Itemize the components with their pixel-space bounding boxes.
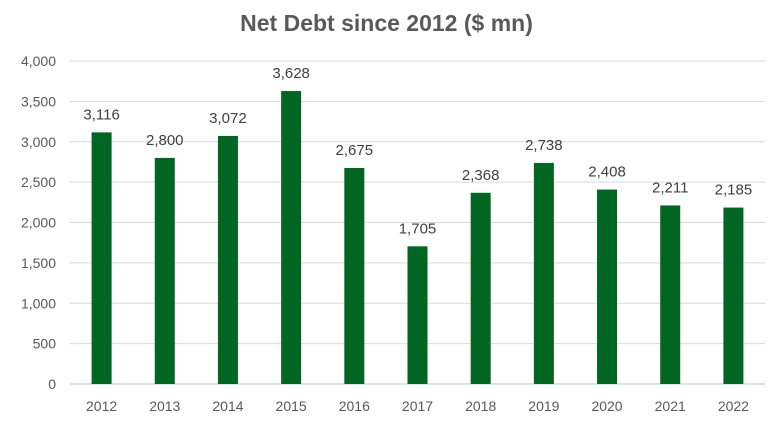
y-tick-label: 3,000 — [21, 134, 56, 150]
bar — [597, 189, 618, 384]
bar — [533, 162, 554, 384]
data-label: 3,116 — [83, 106, 119, 123]
y-tick-label: 1,000 — [21, 295, 56, 311]
x-tick-label: 2019 — [528, 398, 559, 414]
data-label: 2,675 — [336, 142, 374, 159]
x-tick-label: 2021 — [655, 398, 686, 414]
bar — [723, 207, 744, 384]
bar — [91, 132, 112, 384]
x-tick-label: 2018 — [465, 398, 496, 414]
data-label: 3,628 — [272, 65, 310, 82]
bar — [407, 246, 428, 384]
bar — [281, 91, 302, 384]
y-tick-label: 4,000 — [21, 53, 56, 69]
bar — [217, 135, 238, 384]
data-label: 2,211 — [652, 179, 688, 196]
bar — [154, 157, 175, 384]
x-tick-label: 2012 — [86, 398, 117, 414]
data-label: 3,072 — [209, 110, 247, 127]
x-tick-label: 2017 — [402, 398, 433, 414]
y-tick-label: 3,500 — [21, 93, 56, 109]
y-tick-label: 0 — [48, 376, 56, 392]
bar — [660, 205, 681, 384]
x-tick-label: 2015 — [276, 398, 307, 414]
x-tick-label: 2020 — [591, 398, 622, 414]
x-tick-label: 2014 — [212, 398, 243, 414]
data-label: 2,368 — [462, 167, 500, 184]
x-tick-label: 2013 — [149, 398, 180, 414]
bar — [344, 167, 365, 384]
x-tick-label: 2022 — [718, 398, 749, 414]
y-tick-label: 2,000 — [21, 215, 56, 231]
chart-title: Net Debt since 2012 ($ mn) — [240, 10, 533, 36]
bar — [470, 192, 491, 384]
data-label: 2,408 — [588, 164, 626, 181]
y-tick-label: 1,500 — [21, 255, 56, 271]
data-label: 2,185 — [715, 182, 753, 199]
y-tick-label: 500 — [33, 336, 57, 352]
y-tick-label: 2,500 — [21, 174, 56, 190]
data-label: 2,738 — [525, 137, 563, 154]
data-label: 1,705 — [399, 220, 437, 237]
x-tick-label: 2016 — [339, 398, 370, 414]
data-label: 2,800 — [146, 132, 184, 149]
